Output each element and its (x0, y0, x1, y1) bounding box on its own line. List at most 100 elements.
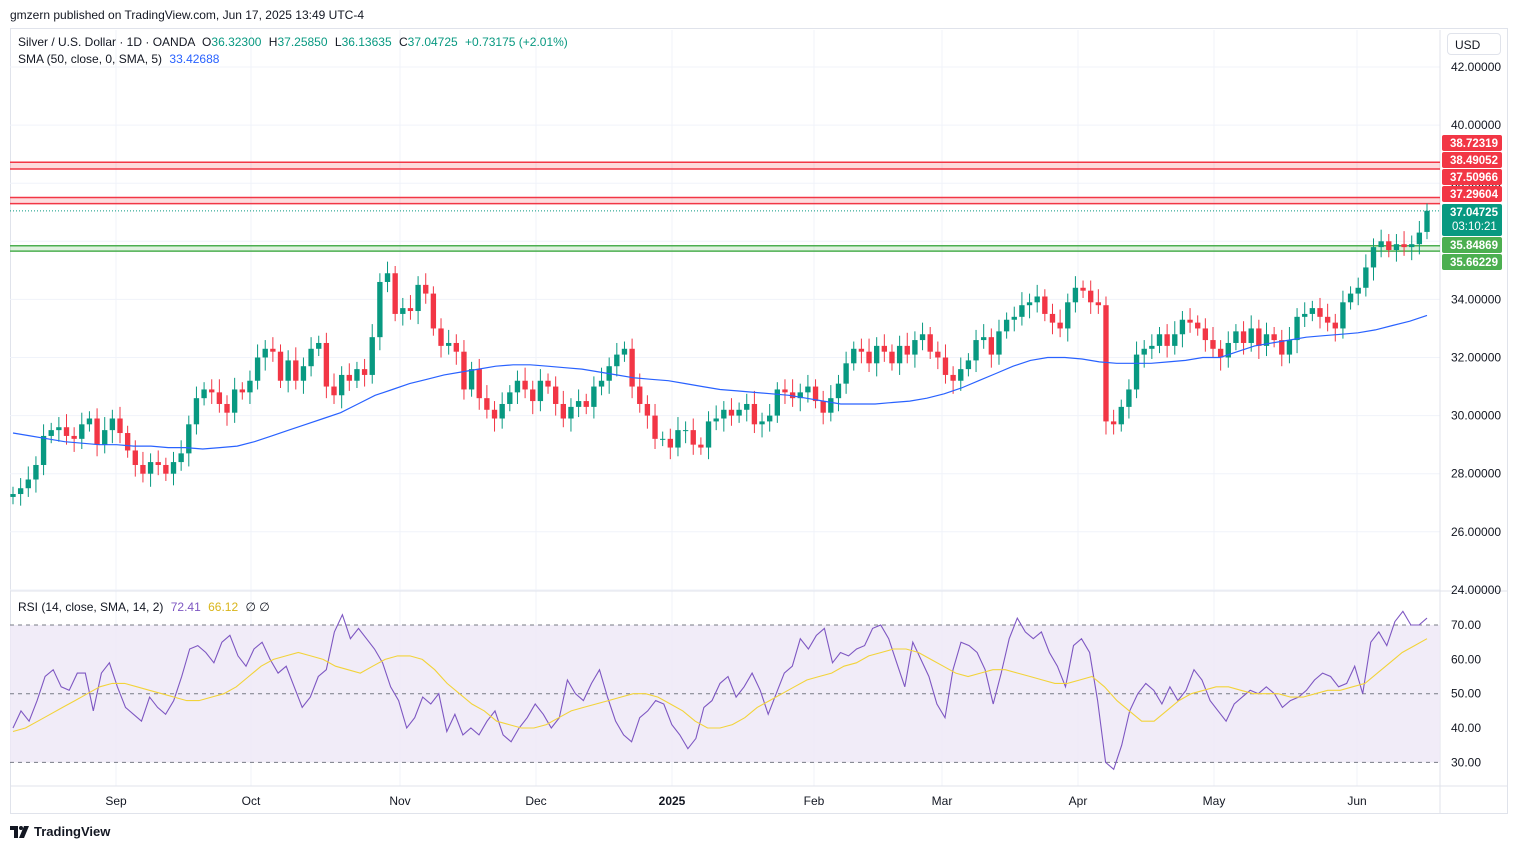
candle-body (476, 369, 482, 399)
price-label-bg-resistance (1442, 152, 1502, 168)
candle-body (323, 342, 330, 387)
candle-body (1095, 302, 1102, 306)
candle-body (1141, 348, 1147, 355)
sma50-line (12, 314, 1428, 450)
price-tick-label: 32.00000 (1451, 351, 1501, 365)
price-tick-label: 24.00000 (1451, 583, 1501, 597)
candle-body (384, 273, 391, 282)
candle-body (499, 403, 505, 419)
candle-body (25, 479, 31, 489)
candle-body (316, 342, 322, 349)
candle-body (1324, 316, 1331, 323)
time-tick-label: 2025 (659, 794, 686, 808)
candle-body (614, 354, 620, 367)
candle-body (1386, 241, 1392, 251)
candle-body (1378, 241, 1384, 248)
candle-body (958, 369, 964, 381)
tradingview-logo-icon (10, 825, 29, 838)
candle-body (102, 430, 108, 445)
time-tick-label: Apr (1069, 794, 1088, 808)
candle-body (629, 348, 635, 387)
candle-body (117, 418, 123, 434)
price-tick-label: 40.00000 (1451, 118, 1501, 132)
candle-body (231, 389, 238, 413)
candle-body (637, 386, 643, 404)
candle-body (33, 464, 39, 480)
rsi-label: RSI (14, close, SMA, 14, 2) (18, 600, 164, 614)
candle-body (1026, 302, 1033, 306)
candle-body (935, 351, 941, 358)
candle-body (705, 421, 712, 448)
candle-body (973, 340, 979, 361)
candle-body (453, 342, 459, 352)
high-value: 37.25850 (277, 35, 328, 49)
candle-body (338, 374, 345, 396)
candle-body (652, 415, 658, 439)
candle-body (767, 415, 773, 422)
candle-body (1042, 296, 1048, 314)
candle-body (415, 284, 421, 312)
price-legend: Silver / U.S. Dollar · 1D · OANDA O36.32… (18, 35, 568, 49)
time-tick-label: Mar (932, 794, 953, 808)
open-label: O (202, 35, 212, 49)
candle-body (40, 435, 47, 465)
rsi-extra: ∅ ∅ (245, 600, 270, 614)
price-tick-label: 30.00000 (1451, 409, 1501, 423)
candle-body (147, 462, 154, 474)
candle-body (86, 418, 93, 425)
time-tick-label: Jun (1347, 794, 1366, 808)
candle-body (124, 433, 131, 451)
candle-body (698, 444, 704, 448)
price-tick-label: 28.00000 (1451, 467, 1501, 481)
candle-body (491, 409, 498, 419)
candle-body (1416, 232, 1423, 245)
candle-body (430, 293, 437, 329)
candle-body (965, 360, 972, 370)
candle-body (805, 386, 811, 393)
candle-body (71, 435, 77, 439)
candle-body (1072, 287, 1079, 303)
chart-frame (10, 28, 1508, 814)
candle-body (285, 360, 291, 381)
candle-body (1080, 287, 1086, 291)
candle-body (1271, 334, 1277, 341)
candle-body (361, 369, 368, 375)
candle-body (438, 328, 444, 346)
candle-body (1172, 334, 1178, 346)
candle-body (1424, 210, 1430, 232)
currency-select[interactable]: USD (1447, 33, 1501, 55)
candle-body (1065, 302, 1071, 329)
candle-body (774, 389, 780, 416)
candle-body (407, 308, 414, 312)
candle-body (575, 401, 582, 407)
candle-body (94, 418, 100, 445)
price-label-bg-last (1442, 204, 1502, 236)
candle-body (828, 398, 834, 413)
candle-body (1126, 389, 1132, 407)
candle-body (950, 374, 956, 381)
candle-body (109, 418, 116, 431)
low-label: L (334, 35, 342, 49)
candle-body (1363, 267, 1369, 288)
candle-body (1179, 319, 1186, 335)
time-tick-label: Dec (525, 794, 546, 808)
candle-body (568, 406, 574, 419)
candle-body (759, 421, 765, 425)
candle-body (851, 348, 857, 364)
candle-body (919, 334, 926, 341)
candle-body (1355, 287, 1361, 294)
candle-body (1225, 342, 1231, 358)
rsi-ma-value: 66.12 (208, 600, 239, 614)
candle-body (675, 430, 681, 448)
candle-body (1248, 328, 1254, 343)
price-label-support: 35.84869 (1450, 240, 1498, 252)
candle-body (545, 380, 551, 387)
candle-body (507, 392, 513, 404)
candle-body (1103, 305, 1109, 422)
candle-body (400, 308, 406, 314)
candle-body (132, 450, 138, 465)
candle-body (193, 398, 200, 425)
candle-body (889, 351, 895, 364)
candle-body (1317, 308, 1323, 317)
